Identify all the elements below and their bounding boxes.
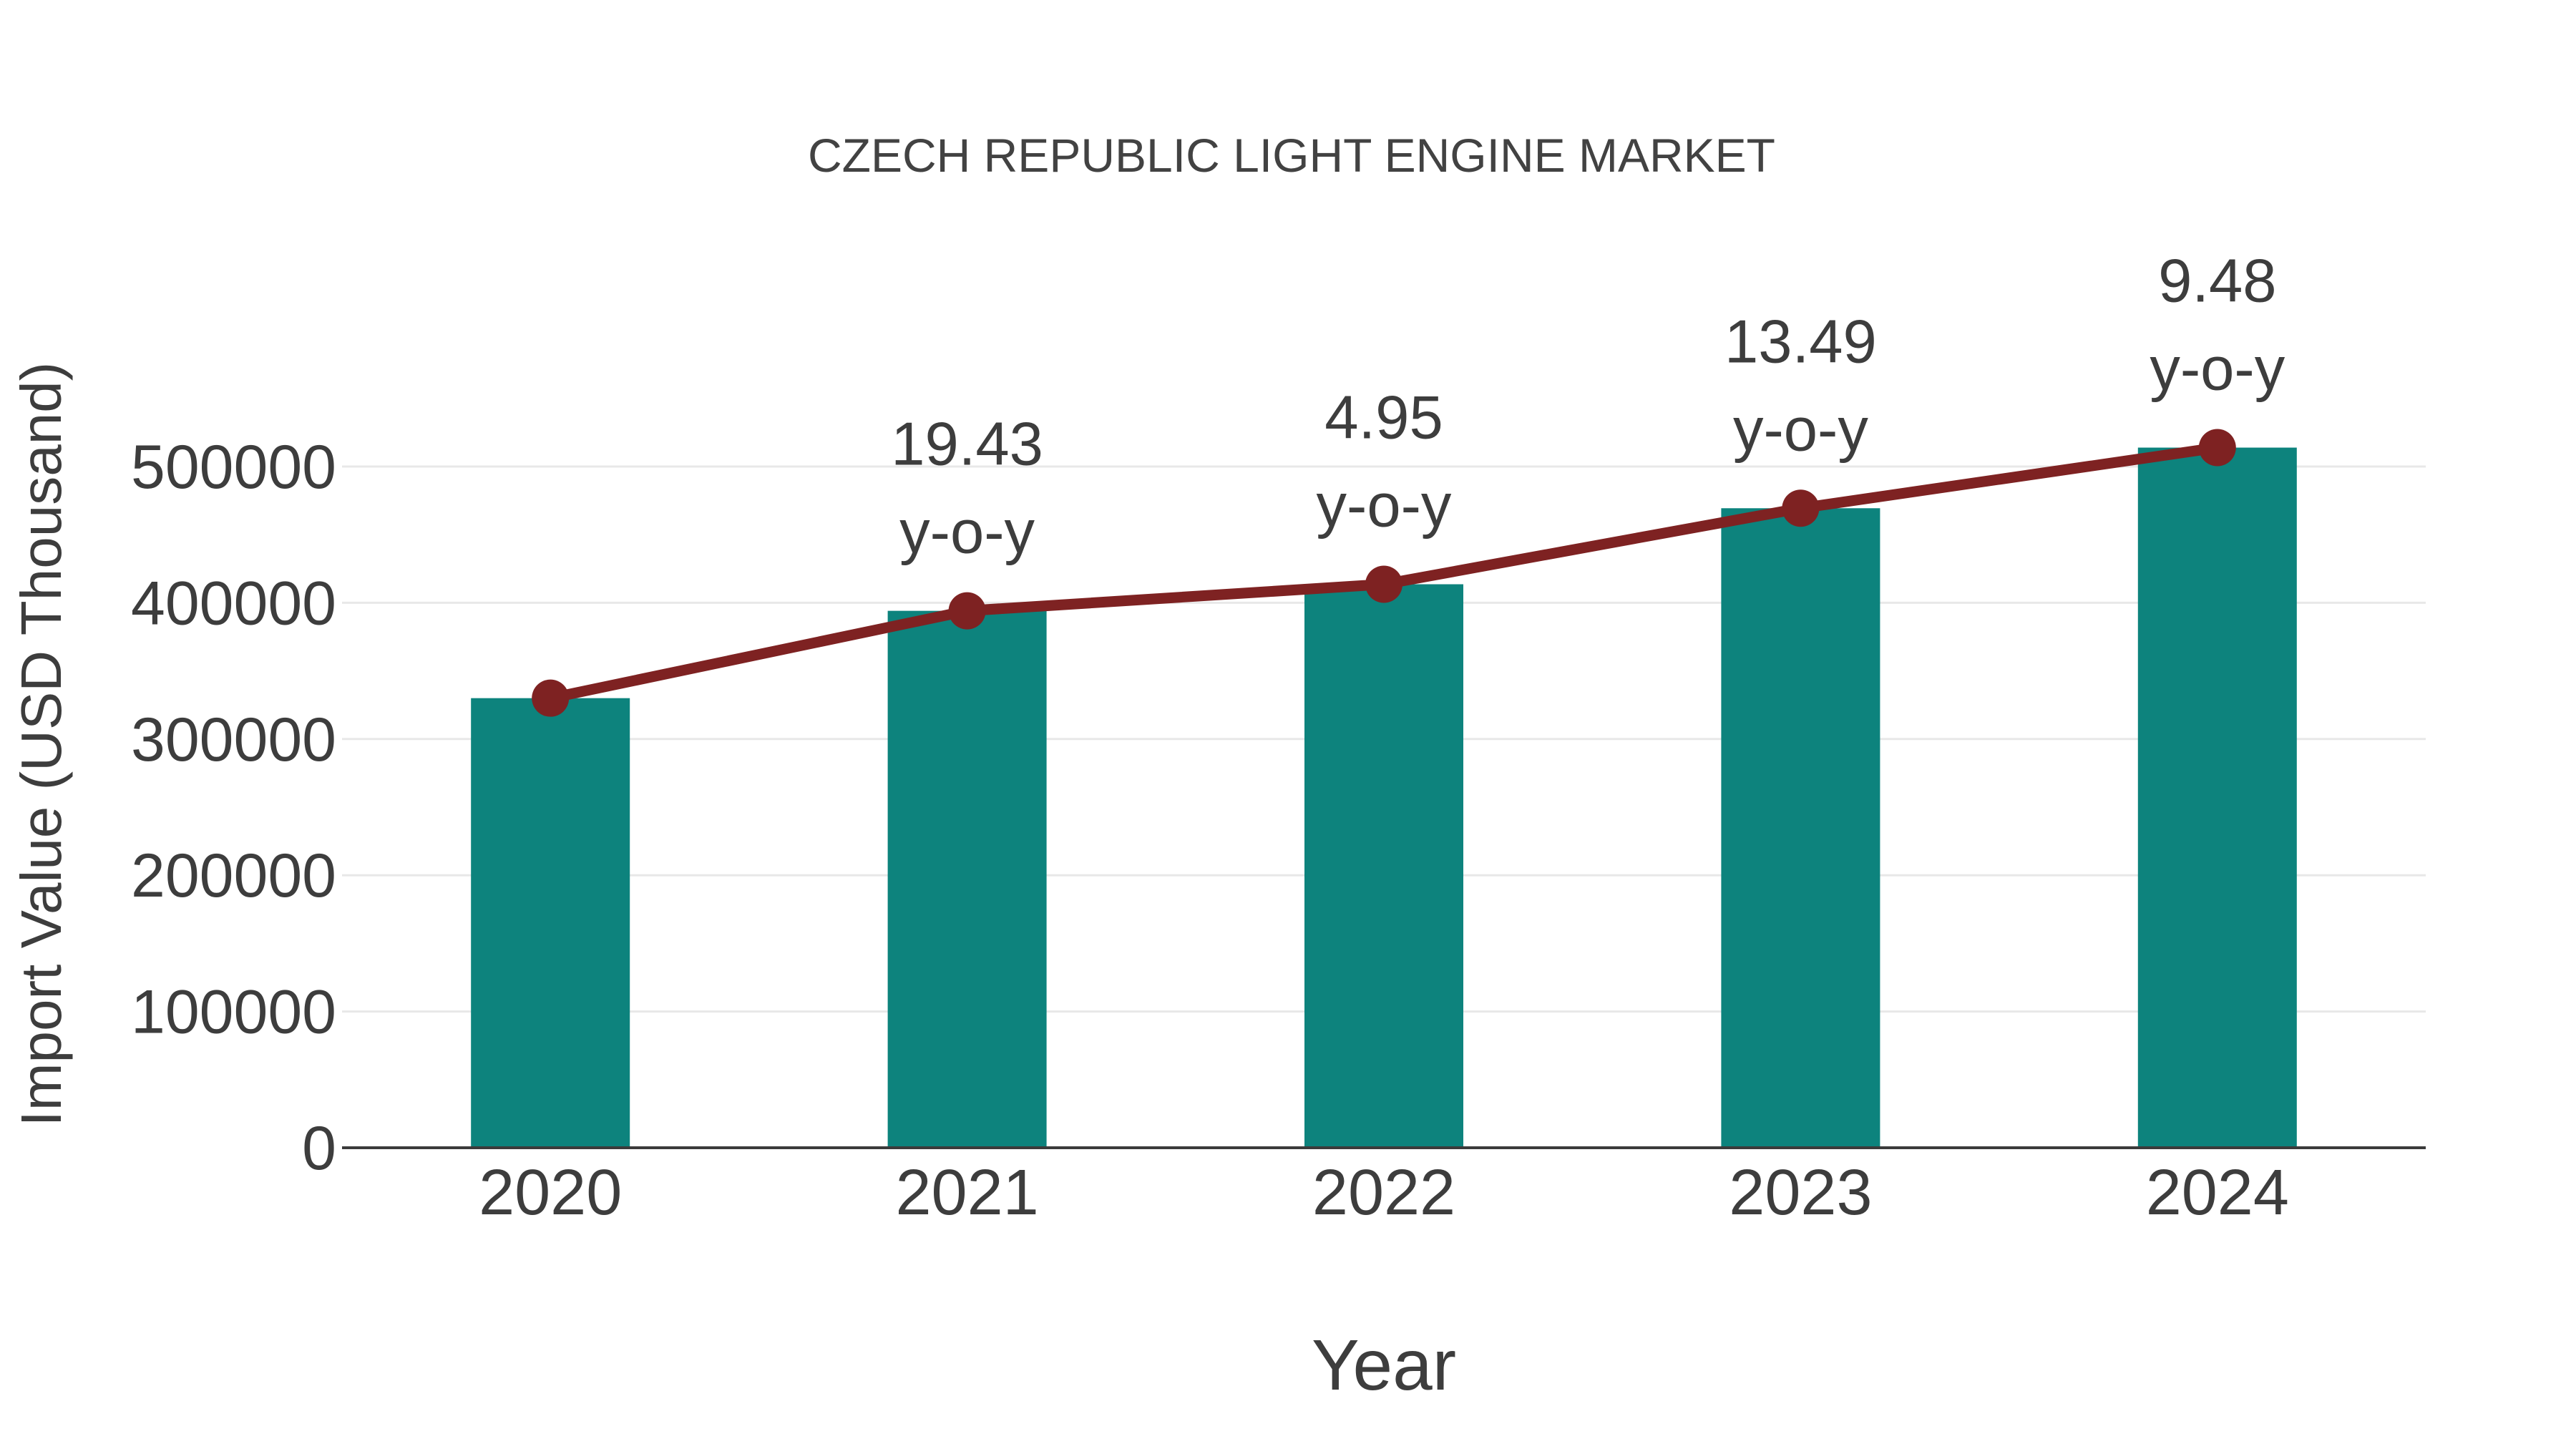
bar-2022 (1304, 584, 1463, 1148)
y-tick-labels: 0 100000 200000 300000 400000 500000 (131, 433, 336, 1183)
y-tick-label-200000: 200000 (131, 841, 336, 910)
y-tick-label-400000: 400000 (131, 569, 336, 638)
bars (471, 447, 2297, 1148)
annotations: 19.43 y-o-y 4.95 y-o-y 13.49 y-o-y 9.48 y-o-y (891, 248, 2285, 567)
x-tick-label-2022: 2022 (1312, 1157, 1455, 1229)
x-tick-labels: 2020 2021 2022 2023 2024 (479, 1157, 2289, 1229)
annotation-2023-sublabel: y-o-y (1733, 396, 1868, 464)
bar-2023 (1721, 508, 1880, 1148)
annotation-2021-value: 19.43 (891, 411, 1043, 479)
annotation-2021-sublabel: y-o-y (899, 499, 1035, 567)
y-axis-title: Import Value (USD Thousand) (9, 362, 73, 1127)
annotation-2022-sublabel: y-o-y (1317, 472, 1452, 540)
annotation-2024-value: 9.48 (2158, 248, 2276, 316)
marker-2021 (948, 592, 986, 630)
annotation-2023-value: 13.49 (1724, 308, 1877, 376)
x-tick-label-2023: 2023 (1729, 1157, 1872, 1229)
trend-line (532, 429, 2236, 717)
bar-2024 (2137, 447, 2297, 1148)
x-tick-label-2020: 2020 (479, 1157, 622, 1229)
x-axis-title: Year (1312, 1325, 1456, 1405)
marker-2020 (532, 679, 570, 717)
x-tick-label-2024: 2024 (2146, 1157, 2289, 1229)
y-tick-label-500000: 500000 (131, 433, 336, 502)
chart-title: CZECH REPUBLIC LIGHT ENGINE MARKET (808, 129, 1775, 182)
bar-2021 (887, 610, 1047, 1148)
x-tick-label-2021: 2021 (895, 1157, 1038, 1229)
annotation-2024-sublabel: y-o-y (2150, 336, 2285, 404)
bar-2020 (471, 698, 630, 1148)
marker-2023 (1782, 489, 1820, 527)
y-tick-label-0: 0 (302, 1114, 336, 1183)
y-tick-label-300000: 300000 (131, 706, 336, 774)
marker-2024 (2198, 429, 2236, 467)
y-tick-label-100000: 100000 (131, 978, 336, 1047)
annotation-2022-value: 4.95 (1324, 384, 1443, 452)
marker-2022 (1365, 565, 1402, 603)
